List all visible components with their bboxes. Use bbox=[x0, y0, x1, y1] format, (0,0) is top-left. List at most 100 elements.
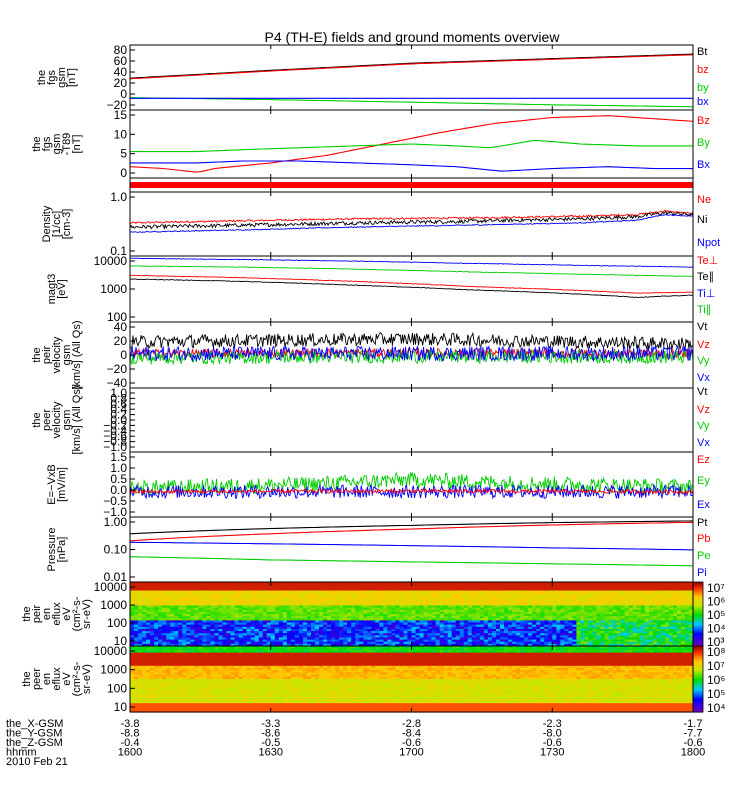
y-axis-label-line: Density bbox=[41, 205, 53, 242]
colorbar-tick: 10⁴ bbox=[707, 622, 726, 636]
y-tick-label: −0.8 bbox=[103, 435, 127, 449]
y-axis-label-line: [nPa] bbox=[56, 537, 68, 563]
y-axis-label-line: the bbox=[36, 70, 48, 85]
y-axis-label-line: (cm²-s- bbox=[71, 661, 83, 696]
colorbar-tick: 10⁷ bbox=[707, 659, 725, 673]
legend-entry: Pt bbox=[697, 517, 707, 529]
y-axis-label-line: magt3 bbox=[46, 274, 58, 305]
y-axis-label-line: eV bbox=[61, 672, 73, 686]
y-axis-label-line: [km/s] (All Qs) bbox=[71, 320, 83, 389]
y-axis-label-line: the bbox=[31, 136, 43, 151]
y-tick-label: 1000 bbox=[100, 663, 127, 677]
series-moms_t3-Ti bbox=[130, 257, 694, 268]
y-axis-label-line: fgs bbox=[46, 70, 58, 85]
orbit-value: -2.3 bbox=[543, 718, 562, 730]
legend-entry: Vx bbox=[697, 437, 710, 449]
y-axis-label-line: en bbox=[41, 673, 53, 685]
y-axis-label-line: [cm-3] bbox=[61, 209, 73, 240]
y-axis-label-line: [nT] bbox=[71, 135, 83, 154]
y-tick-label: 1000 bbox=[100, 282, 127, 296]
y-tick-label: 10000 bbox=[94, 580, 128, 594]
figure-title: P4 (TH-E) fields and ground moments over… bbox=[265, 29, 561, 45]
series-peir_velocity-Vx bbox=[130, 344, 694, 363]
ylabel-density: Density[1/cc][cm-3] bbox=[41, 205, 73, 242]
date-label: 2010 Feb 21 bbox=[6, 756, 68, 768]
y-tick-label: 80 bbox=[114, 43, 128, 57]
y-tick-label: 20 bbox=[114, 76, 128, 90]
orbit-value: -1.7 bbox=[684, 718, 703, 730]
legend-entry: Ti⊥ bbox=[697, 288, 715, 300]
legend-entry: Bt bbox=[697, 46, 707, 58]
y-tick-label: 1.0 bbox=[110, 461, 127, 475]
series-density-Ne bbox=[129, 210, 694, 225]
y-axis-label-line: gsm bbox=[61, 345, 73, 366]
orbit-footer: the_X-GSM -3.8 -3.3 -2.8 -2.3 -1.7 the_Y-GSM -8… bbox=[6, 718, 705, 768]
legend-entry: bx bbox=[697, 96, 709, 108]
y-tick-label: 0.8 bbox=[110, 391, 127, 405]
y-tick-label: 10000 bbox=[94, 644, 128, 658]
series-fgs_gsm-by bbox=[130, 97, 694, 108]
series-peir_velocity-Vt bbox=[129, 331, 694, 351]
y-axis-label-line: [nT] bbox=[66, 68, 78, 87]
orbit-row-label: the_X-GSM bbox=[6, 718, 63, 730]
legend-entry: Pe bbox=[697, 550, 710, 562]
series-moms_t3-Te bbox=[130, 278, 694, 298]
y-axis-label-line: gsm bbox=[51, 134, 63, 155]
y-tick-label: 10 bbox=[114, 700, 128, 714]
series-fgs_gse_t89-By bbox=[130, 139, 693, 153]
x-tick-label: 1630 bbox=[259, 747, 283, 759]
legend-entry: Pi bbox=[697, 567, 707, 579]
y-tick-label: −1.0 bbox=[103, 440, 127, 454]
y-axis-label-line: -T89 bbox=[61, 133, 73, 156]
panel-density: 1.0 0.1 Density[1/cc][cm-3] Ne Ni Npot bbox=[41, 190, 720, 258]
legend-entry: Vt bbox=[697, 321, 707, 333]
y-axis-label-line: peer bbox=[31, 668, 43, 690]
colorbar-tick: 10⁴ bbox=[707, 701, 726, 715]
y-axis-label-line: gsm bbox=[61, 410, 73, 431]
legend-entry: Bz bbox=[697, 115, 710, 127]
y-axis-label-line: sr-eV) bbox=[81, 664, 93, 694]
legend-entry: Bx bbox=[697, 159, 710, 171]
orbit-value: -8.6 bbox=[261, 728, 280, 740]
y-tick-label: 0.10 bbox=[104, 543, 128, 557]
series-moms_t3-Te bbox=[130, 274, 694, 294]
ylabel-moms_t3: magt3[eV] bbox=[46, 274, 68, 305]
x-tick-label: 1730 bbox=[540, 747, 564, 759]
legend-entry: Npot bbox=[697, 237, 720, 249]
series-e_vxb-Ey bbox=[129, 471, 694, 496]
orbit-value: -2.8 bbox=[402, 718, 421, 730]
y-axis-label-line: [mV/m] bbox=[56, 467, 68, 502]
y-tick-label: 0.4 bbox=[110, 402, 127, 416]
legend-entry: Vt bbox=[697, 386, 707, 398]
x-tick-label: 1700 bbox=[399, 747, 423, 759]
panels-layer: 806040200−20thefgsgsm[nT]Btbzbybx151050t… bbox=[21, 43, 726, 715]
spectrogram-peer_en_eflux bbox=[130, 646, 694, 713]
y-tick-label: −20 bbox=[107, 98, 128, 112]
y-axis-label-line: velocity bbox=[51, 401, 63, 438]
y-tick-label: 40 bbox=[114, 320, 128, 334]
orbit-row-label: the_Y-GSM bbox=[6, 728, 62, 740]
orbit-value: -8.4 bbox=[402, 728, 421, 740]
series-pressure-Pb bbox=[129, 521, 694, 542]
legend-entry: Ni bbox=[697, 214, 707, 226]
legend-entry: bz bbox=[697, 64, 709, 76]
y-tick-label: 0.2 bbox=[110, 408, 127, 422]
y-tick-label: 1.00 bbox=[104, 515, 128, 529]
orbit-value: -0.6 bbox=[402, 737, 421, 749]
legend-entry: Te⊥ bbox=[697, 255, 718, 267]
y-tick-label: 100 bbox=[107, 681, 127, 695]
y-axis-label-line: Pressure bbox=[46, 527, 58, 571]
legend-entry: Vx bbox=[697, 372, 710, 384]
y-tick-label: −1.0 bbox=[103, 505, 127, 519]
orbit-value: -0.4 bbox=[121, 737, 140, 749]
ylabel-pressure: Pressure[nPa] bbox=[46, 527, 68, 571]
y-axis-label-line: (cm²-s- bbox=[71, 596, 83, 631]
series-fgs_gse_t89-Bz bbox=[129, 115, 694, 173]
